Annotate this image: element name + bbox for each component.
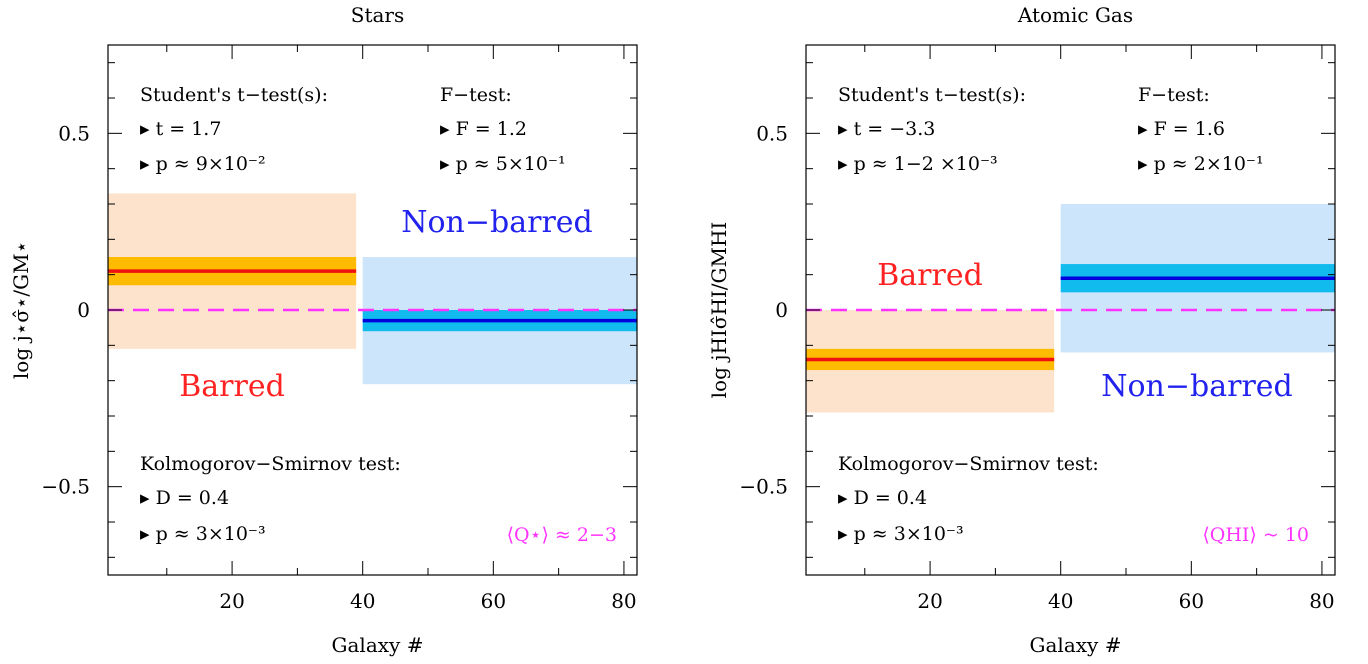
gas-t-test-line1: ▸ t = −3.3	[838, 118, 935, 140]
gas-y-tick-label: −0.5	[739, 475, 788, 499]
stars-ks-test-header: Kolmogorov−Smirnov test:	[140, 453, 401, 475]
stars-q-note: ⟨Q⋆⟩ ≈ 2−3	[507, 524, 617, 546]
stars-f-test-line1: ▸ F = 1.2	[440, 118, 527, 140]
stars-barred-label: Barred	[179, 369, 285, 404]
stars-y-axis-label: log j⋆σ̂⋆/GM⋆	[9, 241, 33, 379]
stars-f-test-header: F−test:	[440, 84, 512, 106]
stars-x-axis-label: Galaxy #	[332, 633, 424, 657]
gas-mean-lines	[806, 276, 1335, 362]
bullet-icon: ▸	[838, 153, 854, 175]
bullet-icon: ▸	[440, 118, 456, 140]
gas-y-axis-label: log jHIσ̂HI/GMHI	[707, 222, 731, 399]
gas-ks-test-header: Kolmogorov−Smirnov test:	[838, 453, 1099, 475]
gas-x-tick-label: 60	[1179, 589, 1204, 613]
atomic-gas-panel: Atomic Gas Galaxy # log jHIσ̂HI/GMHI 20 4…	[707, 3, 1336, 657]
stars-x-tick-label: 60	[481, 589, 506, 613]
gas-ks-test-line2: ▸ p ≈ 3×10⁻³	[838, 523, 964, 545]
gas-barred-label: Barred	[877, 258, 983, 293]
stars-title: Stars	[351, 3, 405, 27]
stars-y-tick-labels: 0.5 0 −0.5	[41, 121, 90, 498]
gas-x-tick-label: 40	[1048, 589, 1073, 613]
stars-ks-test-line1: ▸ D = 0.4	[140, 487, 229, 509]
stars-t-test-line1: ▸ t = 1.7	[140, 118, 221, 140]
gas-axis-ticks	[806, 45, 1335, 575]
gas-x-tick-label: 20	[917, 589, 942, 613]
gas-x-axis-label: Galaxy #	[1030, 633, 1122, 657]
gas-y-tick-label: 0.5	[756, 121, 788, 145]
stars-x-tick-label: 40	[350, 589, 375, 613]
stars-y-tick-label: 0.5	[58, 121, 90, 145]
bullet-icon: ▸	[440, 153, 456, 175]
stars-mean-lines	[108, 269, 637, 323]
gas-y-tick-label: 0	[775, 298, 788, 322]
gas-ks-test-line1: ▸ D = 0.4	[838, 487, 927, 509]
bullet-icon: ▸	[838, 118, 854, 140]
stars-x-tick-label: 20	[219, 589, 244, 613]
stars-y-tick-label: −0.5	[41, 475, 90, 499]
gas-f-test-header: F−test:	[1138, 84, 1210, 106]
stars-x-tick-label: 80	[611, 589, 636, 613]
bullet-icon: ▸	[1138, 153, 1154, 175]
stars-non-barred-label: Non−barred	[401, 205, 593, 240]
stars-ks-test-line2: ▸ p ≈ 3×10⁻³	[140, 523, 266, 545]
stars-axis-ticks	[108, 45, 637, 575]
bullet-icon: ▸	[1138, 118, 1154, 140]
gas-q-note: ⟨QHI⟩ ~ 10	[1202, 524, 1309, 546]
bullet-icon: ▸	[140, 523, 156, 545]
gas-x-tick-labels: 20 40 60 80	[917, 589, 1334, 613]
stars-f-test-line2: ▸ p ≈ 5×10⁻¹	[440, 153, 566, 175]
stars-x-tick-labels: 20 40 60 80	[219, 589, 636, 613]
gas-x-tick-label: 80	[1309, 589, 1334, 613]
gas-f-test-line2: ▸ p ≈ 2×10⁻¹	[1138, 153, 1264, 175]
gas-y-tick-labels: 0.5 0 −0.5	[739, 121, 788, 498]
bullet-icon: ▸	[140, 153, 156, 175]
gas-t-test-header: Student's t−test(s):	[838, 84, 1026, 106]
gas-title: Atomic Gas	[1017, 3, 1133, 27]
gas-f-test-line1: ▸ F = 1.6	[1138, 118, 1225, 140]
stars-panel: Stars Galaxy # log j⋆σ̂⋆/GM⋆ 20 40 60 80 0.…	[9, 3, 638, 657]
stars-t-test-line2: ▸ p ≈ 9×10⁻²	[140, 153, 266, 175]
bullet-icon: ▸	[140, 118, 156, 140]
stars-t-test-header: Student's t−test(s):	[140, 84, 328, 106]
stars-y-tick-label: 0	[77, 298, 90, 322]
bullet-icon: ▸	[838, 487, 854, 509]
gas-t-test-line2: ▸ p ≈ 1−2 ×10⁻³	[838, 153, 998, 175]
gas-non-barred-label: Non−barred	[1101, 369, 1293, 404]
bullet-icon: ▸	[838, 523, 854, 545]
bullet-icon: ▸	[140, 487, 156, 509]
